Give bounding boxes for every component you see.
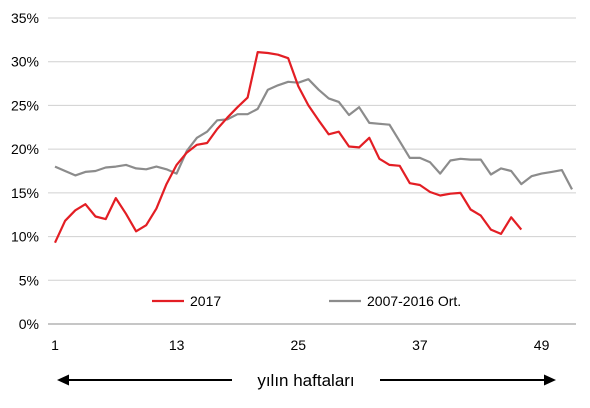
legend-item-2007-2016-avg-label: 2007-2016 Ort. bbox=[367, 293, 461, 309]
x-tick-label: 25 bbox=[291, 337, 307, 353]
x-tick-label: 13 bbox=[169, 337, 185, 353]
left-arrow-head-icon bbox=[57, 374, 69, 386]
gridlines bbox=[48, 17, 576, 281]
y-axis-tick-labels: 0% 5% 10% 15% 20% 25% 30% 35% bbox=[11, 10, 39, 332]
y-tick-label: 10% bbox=[11, 229, 39, 245]
y-tick-label: 5% bbox=[19, 272, 39, 288]
series-line-2007-2016-avg bbox=[54, 78, 573, 190]
legend: 2017 2007-2016 Ort. bbox=[152, 293, 461, 309]
y-tick-label: 35% bbox=[11, 10, 39, 26]
x-tick-label: 49 bbox=[534, 337, 550, 353]
x-tick-label: 1 bbox=[51, 337, 59, 353]
x-axis-label: yılın haftaları bbox=[257, 371, 354, 390]
x-axis-tick-labels: 1 13 25 37 49 bbox=[51, 337, 549, 353]
y-tick-label: 20% bbox=[11, 141, 39, 157]
series-lines bbox=[54, 50, 573, 244]
y-tick-label: 30% bbox=[11, 54, 39, 70]
legend-item-2017-label: 2017 bbox=[190, 293, 221, 309]
y-tick-label: 15% bbox=[11, 185, 39, 201]
y-tick-label: 25% bbox=[11, 97, 39, 113]
x-axis-label-group: yılın haftaları bbox=[57, 371, 556, 390]
y-tick-label: 0% bbox=[19, 316, 39, 332]
right-arrow-head-icon bbox=[544, 374, 556, 386]
x-tick-label: 37 bbox=[412, 337, 428, 353]
series-line-2017 bbox=[54, 50, 523, 244]
